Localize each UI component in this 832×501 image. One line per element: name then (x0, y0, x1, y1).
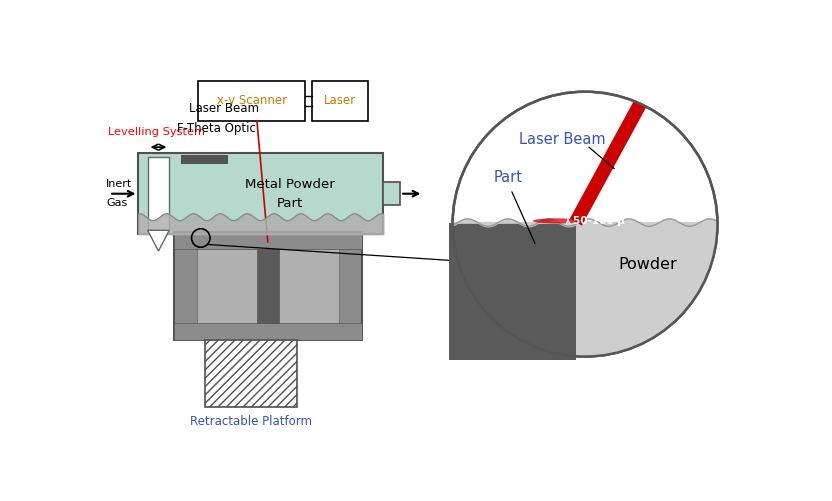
FancyBboxPatch shape (205, 340, 297, 407)
Text: Part: Part (277, 197, 304, 210)
Text: Powder: Powder (619, 257, 677, 272)
Text: F-Theta Optic: F-Theta Optic (177, 122, 255, 135)
Ellipse shape (532, 218, 581, 223)
Text: Part: Part (493, 170, 522, 185)
Polygon shape (147, 230, 169, 251)
Text: Inert: Inert (106, 179, 132, 189)
FancyBboxPatch shape (181, 155, 227, 162)
Text: Metal Powder: Metal Powder (245, 177, 335, 190)
FancyBboxPatch shape (199, 81, 305, 121)
FancyBboxPatch shape (174, 323, 362, 340)
FancyBboxPatch shape (174, 232, 362, 340)
Text: x-y Scanner: x-y Scanner (216, 94, 287, 107)
Text: Gas: Gas (106, 198, 127, 208)
FancyBboxPatch shape (384, 182, 400, 205)
Text: Levelling System: Levelling System (107, 127, 205, 137)
Text: Retractable Platform: Retractable Platform (190, 415, 312, 428)
FancyBboxPatch shape (448, 222, 576, 360)
FancyBboxPatch shape (257, 249, 279, 323)
Circle shape (453, 92, 717, 357)
FancyBboxPatch shape (197, 235, 339, 336)
Text: Laser Beam: Laser Beam (518, 132, 605, 147)
FancyBboxPatch shape (147, 157, 169, 230)
Text: Laser Beam: Laser Beam (189, 102, 260, 115)
FancyBboxPatch shape (174, 232, 362, 249)
FancyBboxPatch shape (138, 153, 384, 234)
Text: Laser: Laser (324, 94, 356, 107)
Text: 50-100 μ: 50-100 μ (573, 215, 625, 225)
Ellipse shape (551, 219, 574, 222)
Polygon shape (453, 222, 717, 357)
FancyBboxPatch shape (313, 81, 368, 121)
